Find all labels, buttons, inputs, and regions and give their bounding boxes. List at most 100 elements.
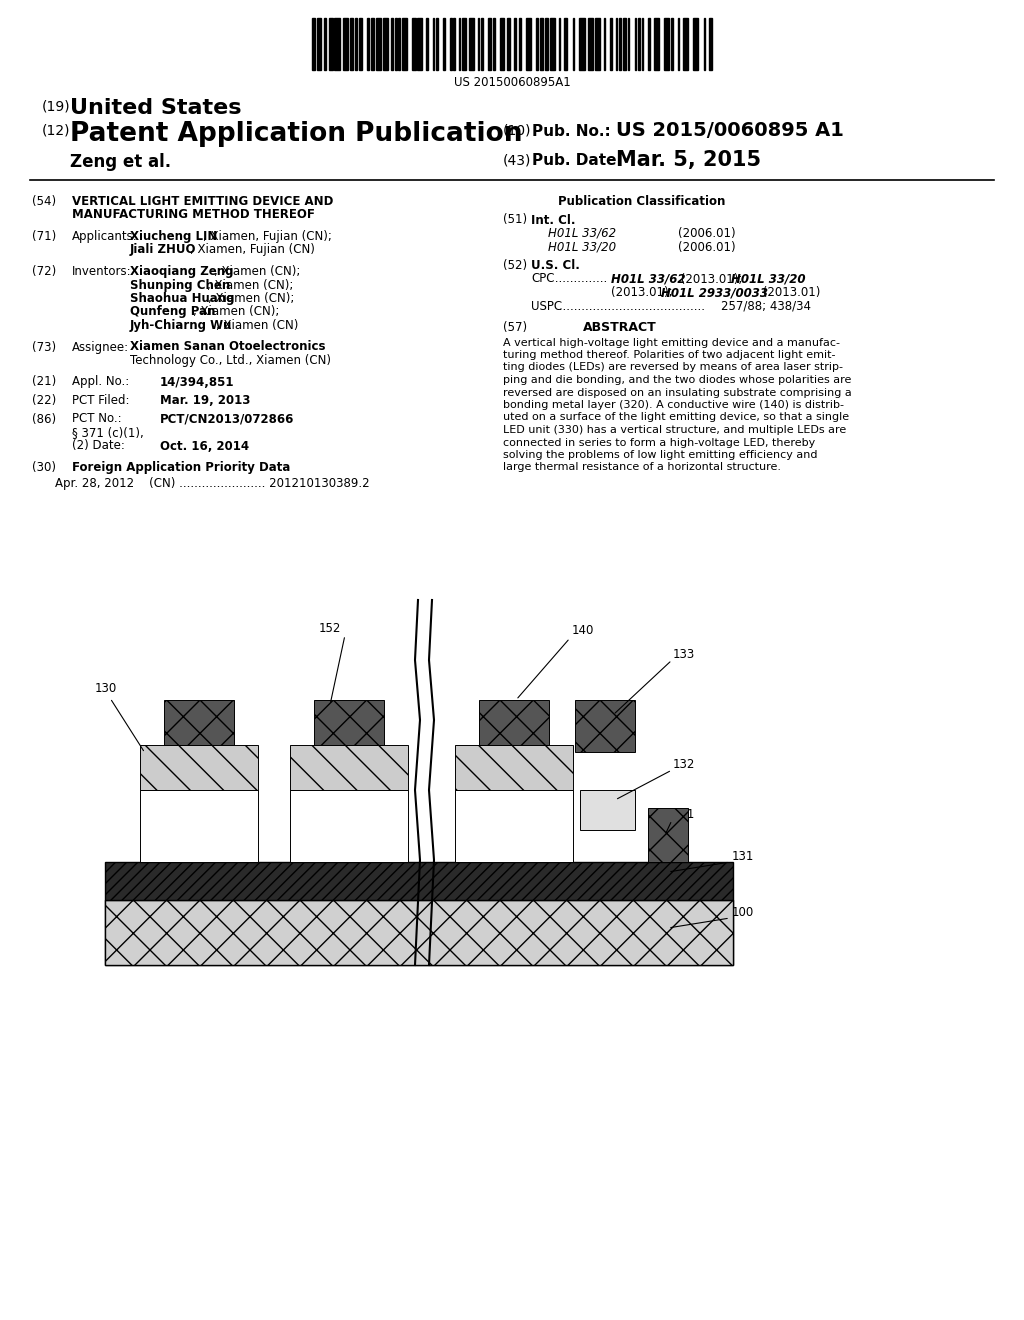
Bar	[653, 18, 658, 70]
Bar	[628, 18, 630, 70]
Bar	[105, 900, 733, 965]
Bar	[376, 18, 381, 70]
Text: Pub. Date:: Pub. Date:	[532, 153, 623, 168]
Text: uted on a surface of the light emitting device, so that a single: uted on a surface of the light emitting …	[503, 412, 849, 422]
Text: H01L 33/20: H01L 33/20	[731, 272, 806, 285]
Bar	[642, 18, 643, 70]
Bar	[317, 18, 321, 70]
Text: Xiaoqiang Zeng: Xiaoqiang Zeng	[130, 265, 233, 279]
Bar	[648, 18, 650, 70]
Text: PCT Filed:: PCT Filed:	[72, 393, 129, 407]
Text: (19): (19)	[42, 100, 71, 114]
Bar	[105, 862, 733, 900]
Bar	[526, 18, 531, 70]
Text: Jyh-Chiarng Wu: Jyh-Chiarng Wu	[130, 319, 232, 333]
Text: Mar. 5, 2015: Mar. 5, 2015	[616, 150, 761, 170]
Bar	[477, 18, 479, 70]
Bar	[638, 18, 640, 70]
Bar	[615, 18, 617, 70]
Text: (2006.01): (2006.01)	[678, 240, 735, 253]
Bar	[426, 18, 428, 70]
Bar	[383, 18, 388, 70]
Text: 152: 152	[318, 622, 341, 635]
Text: (2013.01): (2013.01)	[759, 286, 820, 300]
Text: 151: 151	[673, 808, 695, 821]
Text: 140: 140	[572, 623, 594, 636]
Text: , Xiamen (CN);: , Xiamen (CN);	[214, 265, 300, 279]
Bar	[519, 18, 521, 70]
Bar	[436, 18, 438, 70]
Text: H01L 33/62: H01L 33/62	[611, 272, 685, 285]
Text: (57): (57)	[503, 321, 527, 334]
Bar	[443, 18, 444, 70]
Bar	[312, 18, 315, 70]
Text: Appl. No.:: Appl. No.:	[72, 375, 129, 388]
Text: .......................................: .......................................	[555, 300, 705, 313]
Bar	[559, 18, 560, 70]
Bar	[580, 789, 635, 830]
Bar	[164, 700, 234, 744]
Text: , Xiamen (CN);: , Xiamen (CN);	[193, 305, 280, 318]
Bar	[603, 18, 605, 70]
Text: ping and die bonding, and the two diodes whose polarities are: ping and die bonding, and the two diodes…	[503, 375, 851, 385]
Text: § 371 (c)(1),: § 371 (c)(1),	[72, 426, 143, 440]
Text: H01L 33/20: H01L 33/20	[548, 240, 616, 253]
Text: H01L 33/62: H01L 33/62	[548, 227, 616, 240]
Text: 14/394,851: 14/394,851	[160, 375, 234, 388]
Text: Shunping Chen: Shunping Chen	[130, 279, 230, 292]
Bar	[140, 744, 258, 789]
Bar	[514, 18, 516, 70]
Text: , Xiamen, Fujian (CN);: , Xiamen, Fujian (CN);	[203, 230, 332, 243]
Text: Qunfeng Pan: Qunfeng Pan	[130, 305, 215, 318]
Bar	[500, 18, 504, 70]
Text: Oct. 16, 2014: Oct. 16, 2014	[160, 440, 249, 453]
Bar	[507, 18, 510, 70]
Text: 130: 130	[95, 681, 118, 694]
Bar	[572, 18, 574, 70]
Bar	[455, 789, 573, 862]
Text: (54): (54)	[32, 195, 56, 209]
Bar	[564, 18, 567, 70]
Text: CPC: CPC	[531, 272, 555, 285]
Bar	[469, 18, 474, 70]
Bar	[290, 789, 408, 862]
Bar	[481, 18, 482, 70]
Text: (72): (72)	[32, 265, 56, 279]
Text: Mar. 19, 2013: Mar. 19, 2013	[160, 393, 251, 407]
Text: (2013.01);: (2013.01);	[677, 272, 746, 285]
Bar	[313, 700, 384, 744]
Bar	[350, 18, 353, 70]
Bar	[595, 18, 600, 70]
Text: (73): (73)	[32, 341, 56, 354]
Text: 131: 131	[732, 850, 755, 863]
Text: Patent Application Publication: Patent Application Publication	[70, 121, 522, 147]
Text: Xiamen Sanan Otoelectronics: Xiamen Sanan Otoelectronics	[130, 341, 326, 354]
Bar	[433, 18, 434, 70]
Bar	[391, 18, 393, 70]
Text: 133: 133	[673, 648, 695, 661]
Text: (21): (21)	[32, 375, 56, 388]
Text: VERTICAL LIGHT EMITTING DEVICE AND: VERTICAL LIGHT EMITTING DEVICE AND	[72, 195, 334, 209]
Bar	[575, 700, 635, 752]
Text: United States: United States	[70, 98, 242, 117]
Text: ..............: ..............	[551, 272, 611, 285]
Text: US 20150060895A1: US 20150060895A1	[454, 77, 570, 88]
Text: ABSTRACT: ABSTRACT	[583, 321, 656, 334]
Bar	[330, 18, 333, 70]
Bar	[478, 700, 550, 744]
Text: (30): (30)	[32, 461, 56, 474]
Bar	[620, 18, 621, 70]
Bar	[368, 18, 369, 70]
Text: Inventors:: Inventors:	[72, 265, 132, 279]
Bar	[462, 18, 466, 70]
Bar	[494, 18, 495, 70]
Text: , Xiamen (CN): , Xiamen (CN)	[216, 319, 298, 333]
Bar	[454, 18, 456, 70]
Bar	[545, 18, 549, 70]
Bar	[678, 18, 680, 70]
Bar	[623, 18, 626, 70]
Text: A vertical high-voltage light emitting device and a manufac-: A vertical high-voltage light emitting d…	[503, 338, 840, 347]
Bar	[550, 18, 555, 70]
Bar	[703, 18, 706, 70]
Bar	[488, 18, 492, 70]
